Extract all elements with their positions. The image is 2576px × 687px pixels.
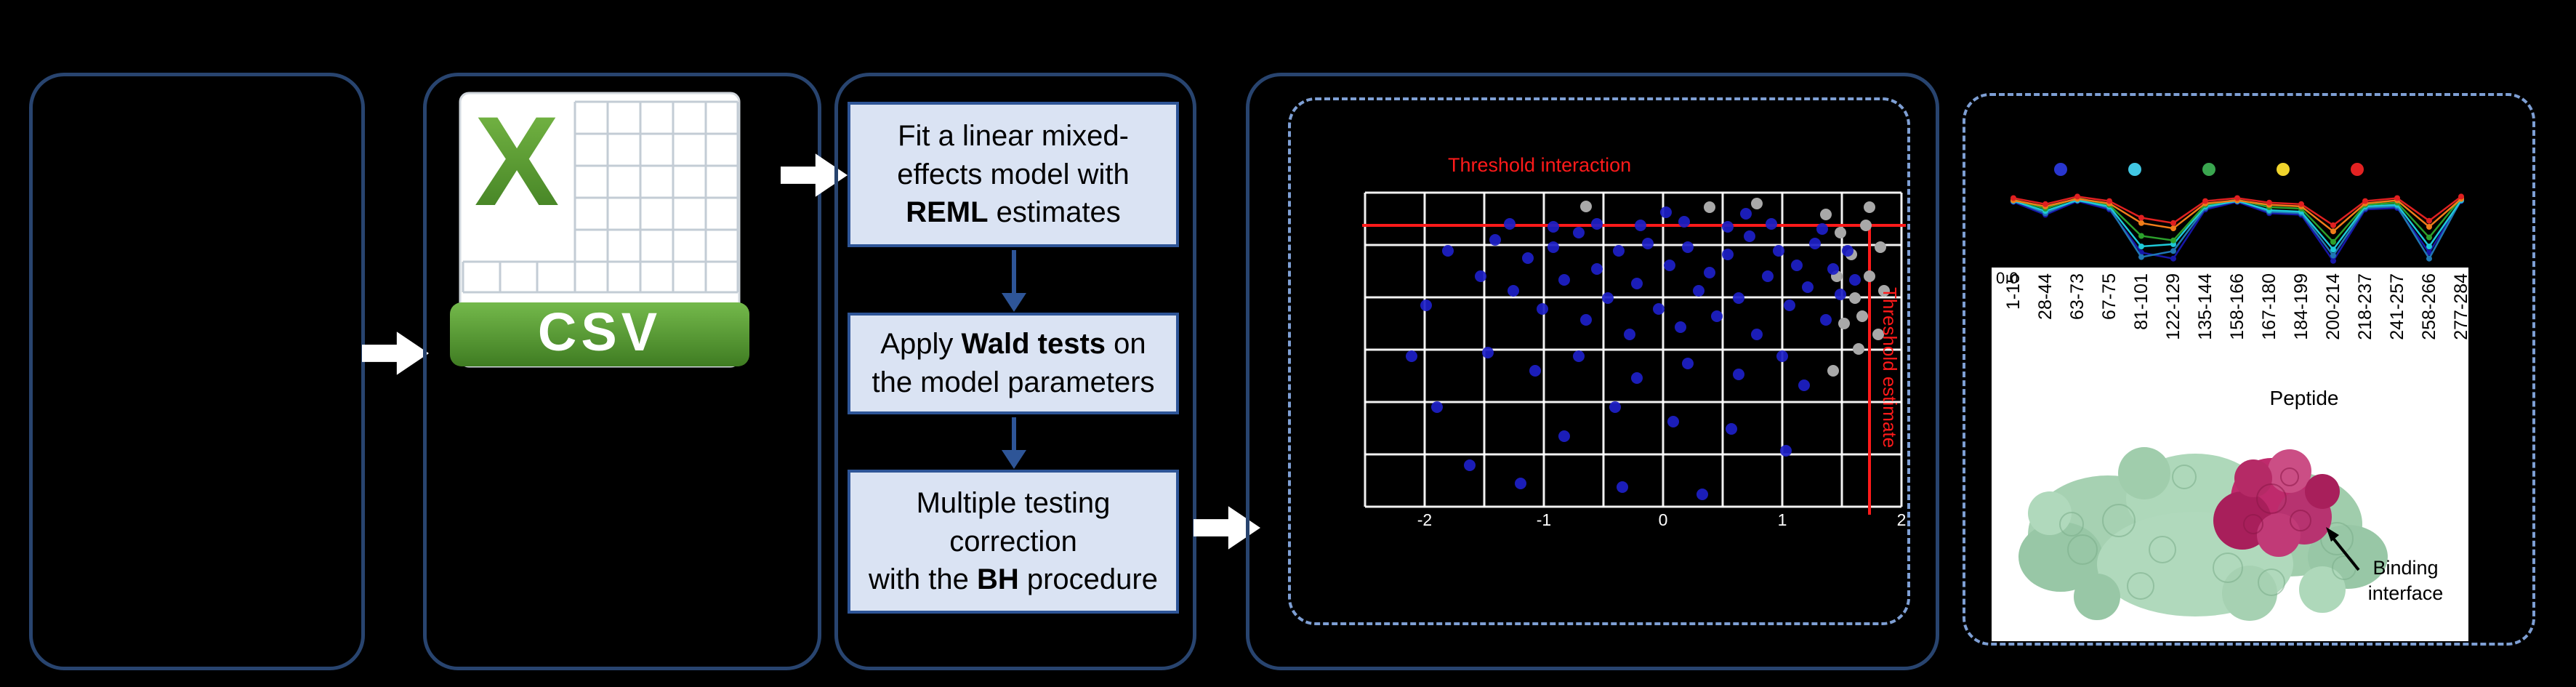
binding-interface-region [2213,449,2340,557]
flow-box-line: Apply Wald tests on [880,328,1146,361]
group-legend-dot [2277,163,2290,176]
peptide-tick-label: 241-257 [2387,273,2407,340]
flow-box-line: correction [949,525,1077,558]
binding-interface-annotation: Binding interface [2349,555,2462,606]
panel-csv [423,73,821,670]
threshold-estimate-label: Threshold estimate [1879,287,1901,449]
scatter-x-tick-label: -2 [1417,510,1433,529]
epitope-y-tick: 0.0 [1996,269,2018,287]
annotation-line: interface [2367,582,2444,605]
peptide-tick-label: 184-199 [2291,273,2311,340]
spreadsheet-grid-icon [462,100,739,294]
csv-banner-label: CSV [538,302,661,362]
scatter-dashed-frame [1288,97,1910,625]
group-legend-dot [2054,163,2067,176]
peptide-tick-label: 67-75 [2099,273,2120,320]
peptide-tick-label: 158-166 [2227,273,2247,340]
group-legend-dot [2202,163,2215,176]
peptide-tick-label: 218-237 [2355,273,2375,340]
peptide-tick-label: 277-284 [2451,273,2471,340]
scatter-plot-svg [1362,191,1906,515]
flowchart-down-arrow-2 [1012,417,1016,451]
peptide-tick-label: 122-129 [2163,273,2183,340]
peptide-tick-label: 81-101 [2131,273,2152,330]
annotation-line: Binding [2372,557,2439,579]
peptide-axis-labels: 1-15 28-44 63-73 67-75 81-101 122-129 135-144 1… [1992,273,2471,393]
epitope-chart-svg [2011,193,2464,264]
flow-box-line: the model parameters [872,366,1155,398]
epitope-dashed-frame [1963,93,2535,646]
panel-input [29,73,365,670]
scatter-x-axis: -2 -1 0 1 2 [1361,510,1910,537]
legend-dots-row [2054,163,2364,176]
flow-box-bh: Multiple testing correction with the BH … [848,470,1179,614]
group-legend-dot [2351,163,2364,176]
panel-flowchart [834,73,1196,670]
flow-box-line: REML estimates [906,196,1121,229]
flowchart-down-arrow-1 [1012,250,1016,294]
peptide-tick-label: 167-180 [2259,273,2279,340]
peptide-tick-label: 258-266 [2419,273,2439,340]
flow-arrow-1 [362,332,429,375]
peptide-tick-label: 28-44 [2035,273,2056,320]
flow-box-wald: Apply Wald tests on the model parameters [848,313,1179,414]
scatter-x-tick-label: -1 [1536,510,1552,529]
epitope-white-panel: 0.0 1-15 28-44 63-73 67-75 81-101 122-129 135-… [1992,268,2471,641]
binding-interface-arrow [2326,527,2360,571]
excel-x-logo: X [475,91,560,233]
group-legend-dot [2128,163,2141,176]
scatter-x-tick-label: 1 [1777,510,1787,529]
scatter-x-tick-label: 0 [1658,510,1668,529]
csv-banner [450,302,749,366]
scatter-x-tick-label: 2 [1896,510,1907,529]
peptide-tick-label: 200-214 [2323,273,2343,340]
threshold-interaction-label: Threshold interaction [1448,154,1632,176]
peptide-tick-label: 135-144 [2195,273,2215,340]
peptide-tick-label: 1-15 [2003,273,2024,310]
panel-scatter-results [1246,73,1939,670]
peptide-axis-title: Peptide [2269,387,2339,409]
flow-box-line: Fit a linear mixed- [898,119,1129,152]
flow-box-reml: Fit a linear mixed- effects model with R… [848,102,1179,247]
flow-box-line: Multiple testing [916,486,1111,519]
flow-box-line: effects model with [897,158,1130,190]
flow-box-line: with the BH procedure [869,563,1158,596]
protein-structure [2018,447,2388,621]
peptide-tick-label: 63-73 [2067,273,2088,320]
csv-file-icon: X CSV [450,91,749,368]
